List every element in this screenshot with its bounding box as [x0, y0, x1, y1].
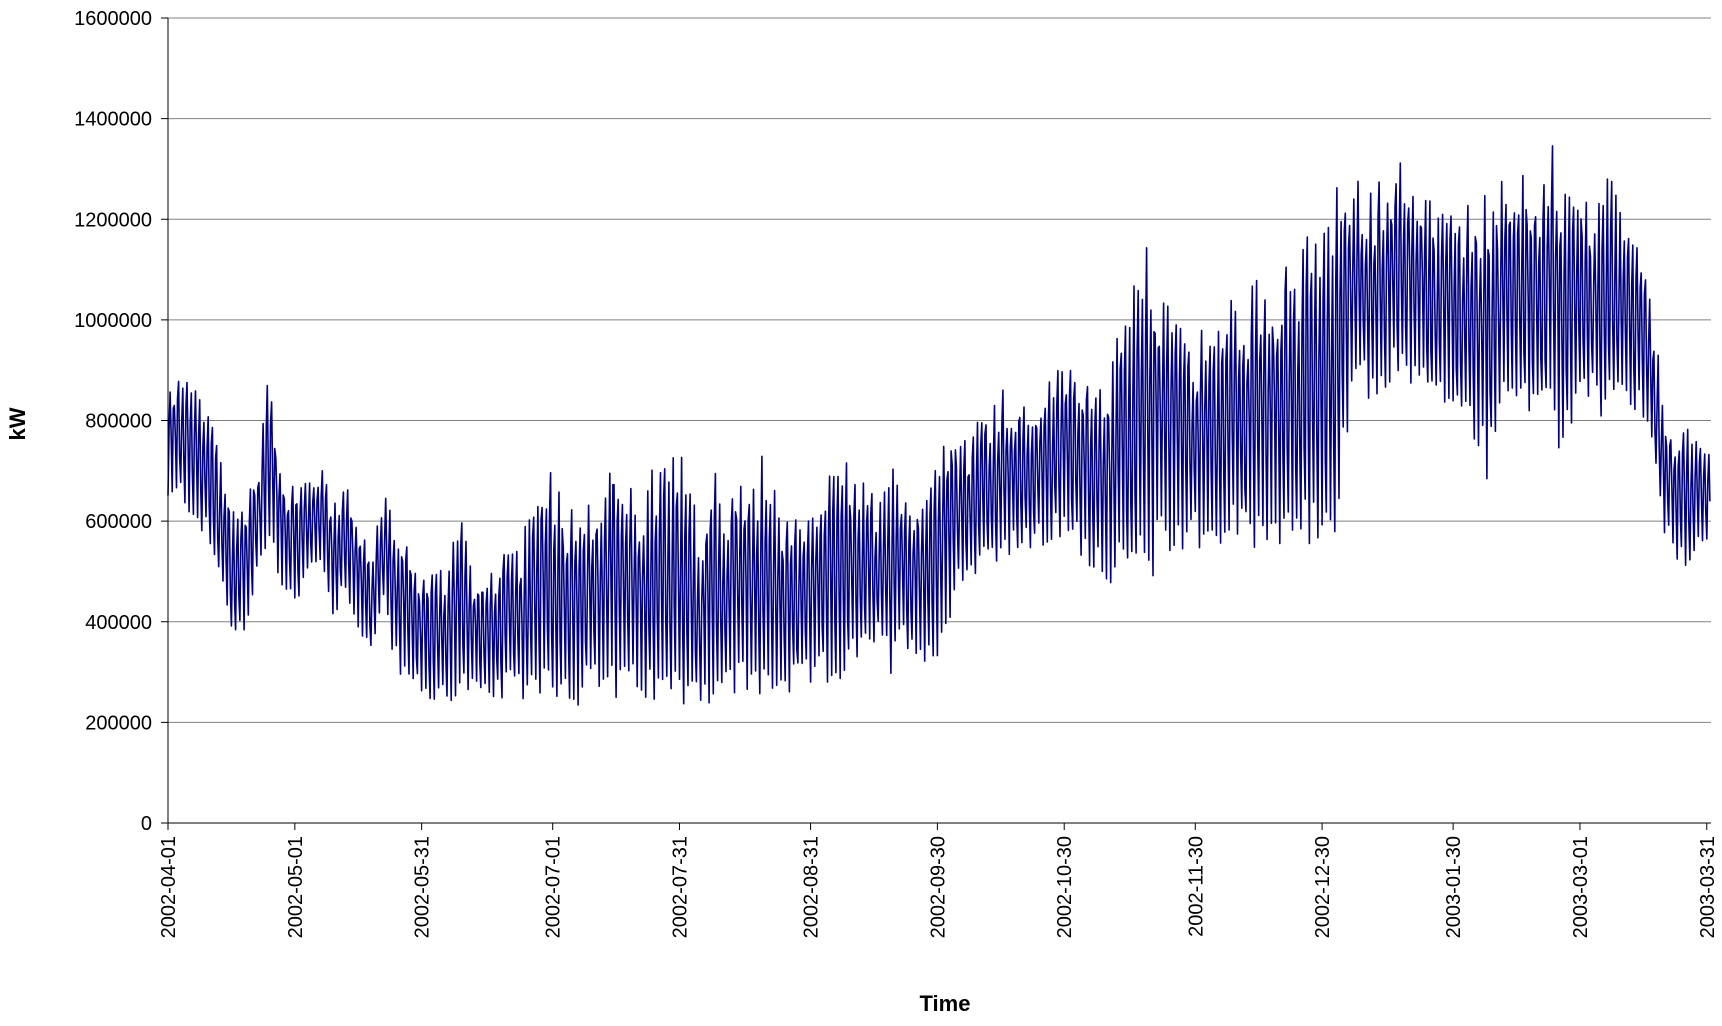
y-tick-label: 1600000	[74, 8, 152, 30]
y-tick-label: 800000	[85, 411, 152, 433]
y-tick-label: 600000	[85, 511, 152, 533]
y-tick-label: 200000	[85, 712, 152, 734]
x-tick-label: 2002-05-31	[412, 836, 434, 938]
x-tick-label: 2002-07-31	[670, 836, 692, 938]
series-line	[167, 145, 1711, 706]
x-tick-label: 2002-12-30	[1312, 836, 1334, 938]
y-tick-label: 400000	[85, 612, 152, 634]
x-axis-title: Time	[920, 991, 971, 1016]
x-tick-label: 2002-05-01	[285, 836, 307, 938]
x-tick-label: 2002-04-01	[158, 836, 180, 938]
x-tick-label: 2002-11-30	[1185, 836, 1207, 937]
x-tick-label: 2002-08-31	[801, 836, 823, 938]
x-tick-label: 2002-07-01	[543, 836, 565, 938]
x-tick-label: 2003-03-01	[1570, 836, 1592, 938]
y-tick-label: 1000000	[74, 310, 152, 332]
y-tick-label: 1200000	[74, 209, 152, 231]
series-layer	[167, 145, 1711, 706]
x-tick-label: 2002-09-30	[927, 836, 949, 938]
y-axis-ticks: 0 200000 400000 600000 800000 1000000 1200000 1…	[74, 8, 168, 835]
x-tick-label: 2003-03-31	[1697, 836, 1719, 938]
x-axis-ticks: 2002-04-01 2002-05-01 2002-05-31 2002-07-01…	[158, 823, 1719, 938]
y-tick-label: 1400000	[74, 109, 152, 131]
y-axis-title: kW	[5, 407, 30, 440]
x-tick-label: 2003-01-30	[1443, 836, 1465, 938]
x-tick-label: 2002-10-30	[1054, 836, 1076, 938]
y-tick-label: 0	[141, 813, 152, 835]
